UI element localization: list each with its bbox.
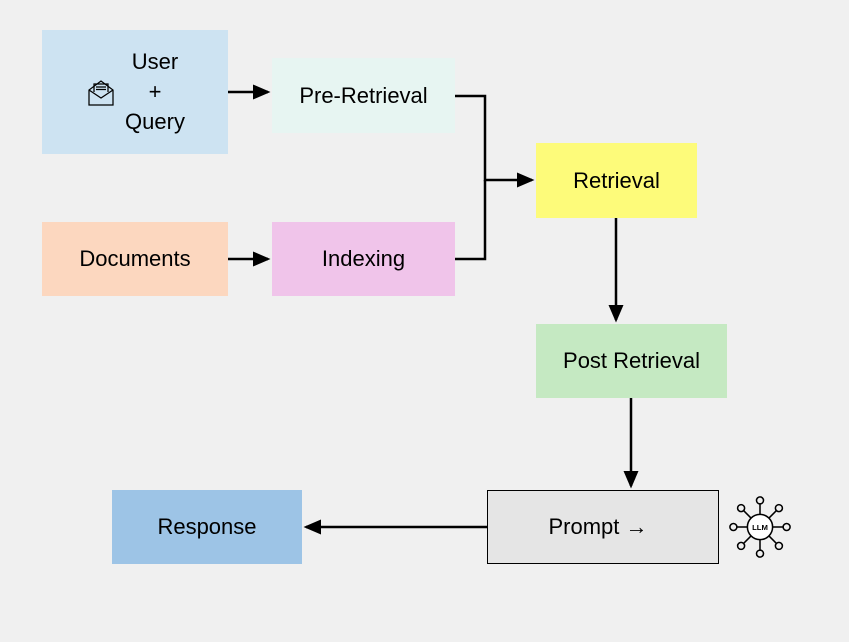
node-response: Response (112, 490, 302, 564)
node-user-query: User + Query (42, 30, 228, 154)
node-user-query-text: User + Query (125, 47, 185, 136)
llm-icon: LLM (725, 492, 795, 567)
edge-indexing-to-retrieval (455, 180, 485, 259)
diagram-canvas: User + Query Pre-Retrieval Documents Ind… (0, 0, 849, 642)
node-label: Documents (79, 244, 190, 274)
node-prompt: Prompt → (487, 490, 719, 564)
node-label: Retrieval (573, 166, 660, 196)
node-label: Prompt → (548, 512, 647, 542)
text-line: + (125, 77, 185, 107)
svg-text:LLM: LLM (752, 523, 768, 532)
node-documents: Documents (42, 222, 228, 296)
node-retrieval: Retrieval (536, 143, 697, 218)
node-indexing: Indexing (272, 222, 455, 296)
text-line: User (125, 47, 185, 77)
edge-pre_retrieval-to-retrieval (455, 96, 532, 180)
node-post-retrieval: Post Retrieval (536, 324, 727, 398)
node-label: Indexing (322, 244, 405, 274)
mail-icon (85, 76, 117, 108)
text-line: Query (125, 107, 185, 137)
node-label: Response (157, 512, 256, 542)
node-pre-retrieval: Pre-Retrieval (272, 58, 455, 133)
node-label: Post Retrieval (563, 346, 700, 376)
node-label: Pre-Retrieval (299, 81, 427, 111)
